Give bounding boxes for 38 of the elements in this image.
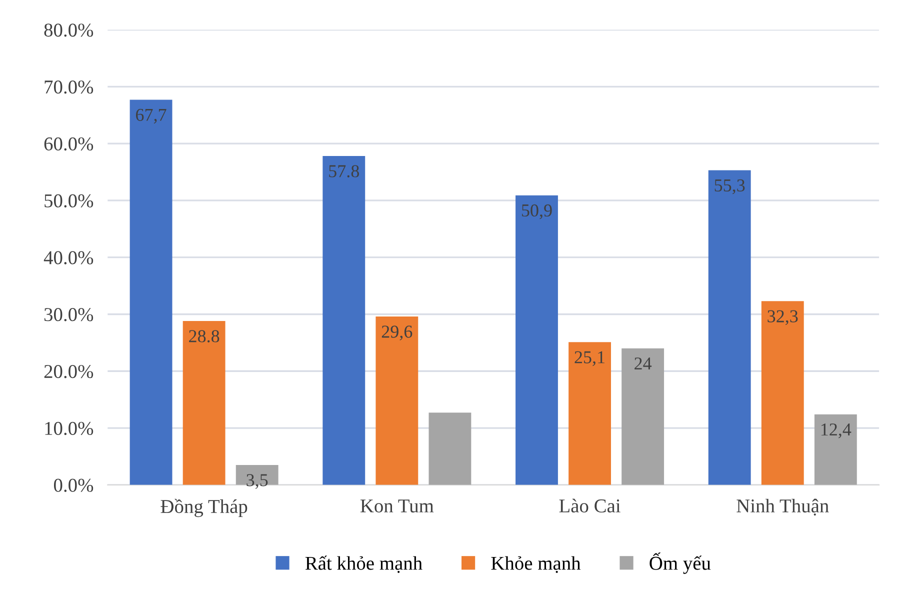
data-label: 3,5 [246, 474, 268, 489]
data-label: 28.8 [189, 330, 220, 342]
legend-label: Khỏe mạnh [491, 556, 581, 573]
y-tick-label: 0.0% [54, 478, 94, 492]
data-label: 12,4 [821, 423, 852, 438]
bar [516, 195, 558, 485]
bar [322, 156, 366, 485]
bar [428, 412, 472, 485]
y-tick-label: 20.0% [44, 364, 94, 378]
legend-label: Rất khỏe mạnh [305, 556, 422, 573]
bar [761, 301, 804, 485]
y-tick-label: 10.0% [45, 422, 94, 436]
data-label: 24 [634, 357, 652, 370]
bar [376, 316, 418, 485]
bar [130, 100, 172, 485]
y-tick-label: 60.0% [44, 137, 94, 151]
data-label: 55,3 [714, 179, 745, 194]
data-label: 29,6 [382, 326, 412, 340]
y-tick-label: 70.0% [44, 80, 94, 94]
bar [568, 342, 611, 485]
bar [814, 414, 857, 485]
y-tick-label: 40.0% [44, 251, 94, 264]
bar [182, 321, 226, 485]
y-tick-label: 80.0% [44, 24, 94, 37]
x-tick-label: Ninh Thuận [736, 498, 829, 516]
data-label: 25,1 [574, 351, 604, 366]
y-tick-label: 30.0% [44, 308, 94, 322]
data-label: 67,7 [136, 108, 166, 124]
x-tick-label: Lào Cai [559, 498, 620, 512]
y-tick-label: 50.0% [44, 194, 94, 208]
data-label: 57.8 [329, 165, 359, 178]
x-tick-label: Đồng Tháp [160, 498, 248, 518]
data-label: 50,9 [522, 204, 552, 220]
bar [708, 170, 751, 485]
legend-label: Ốm yếu [650, 552, 711, 574]
data-label: 32,3 [768, 310, 798, 325]
bar [622, 348, 664, 485]
x-tick-label: Kon Tum [360, 500, 434, 512]
